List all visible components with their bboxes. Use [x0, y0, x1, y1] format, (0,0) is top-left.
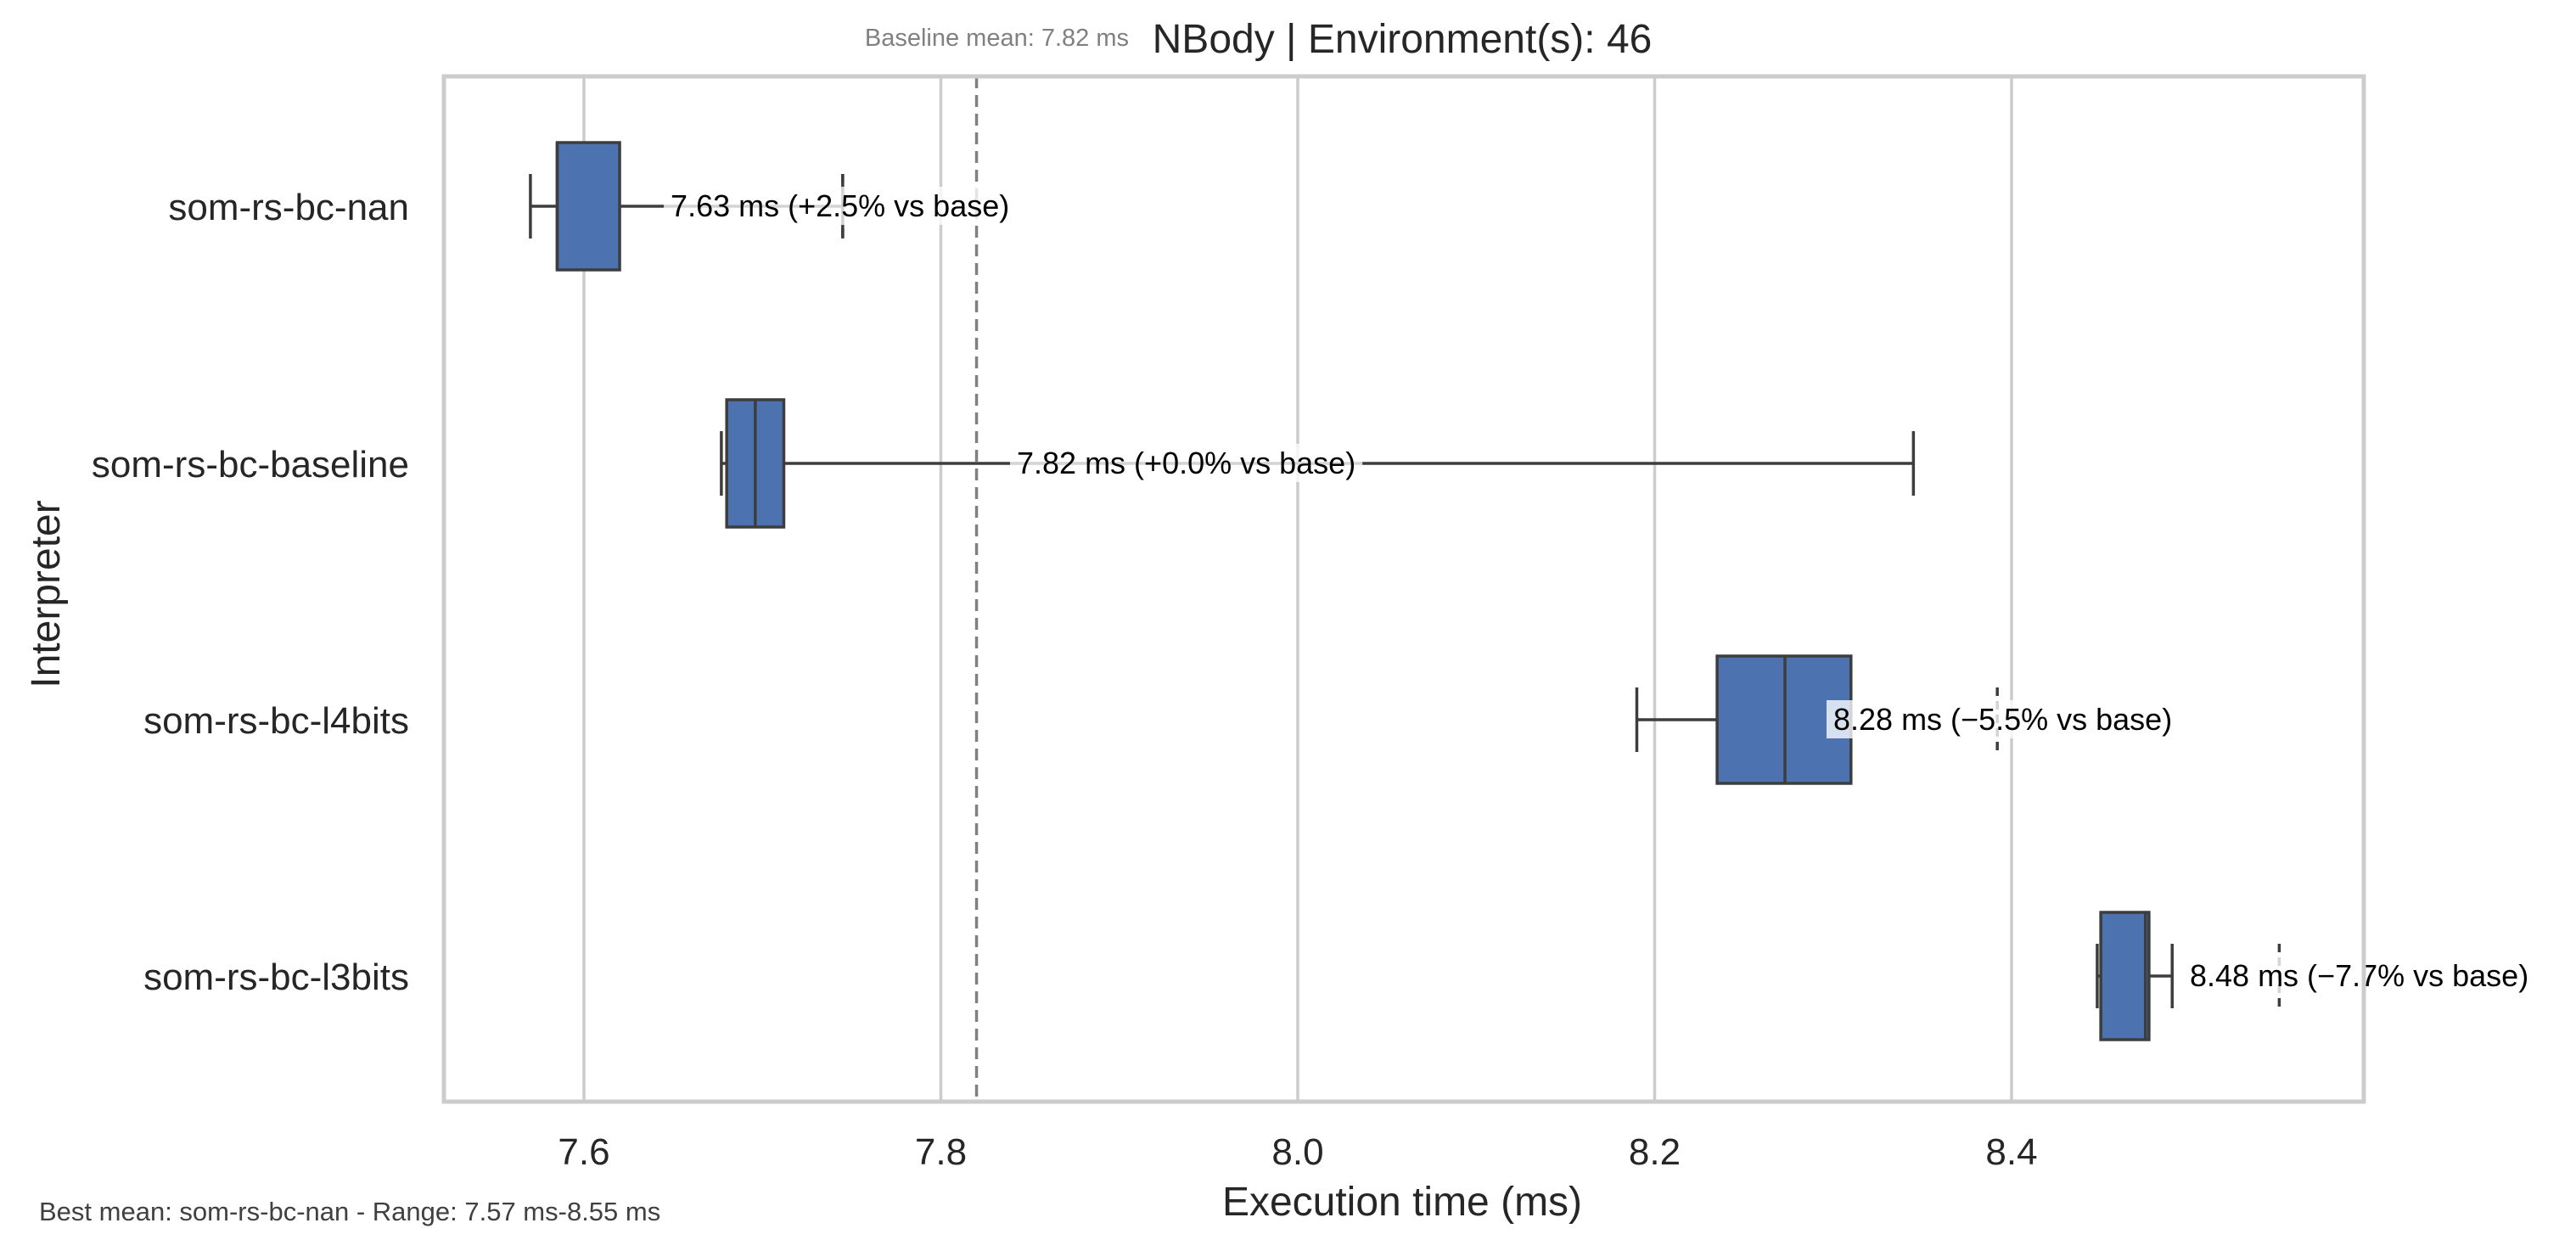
value-label: 7.63 ms (+2.5% vs base) [671, 188, 1009, 223]
value-label: 8.28 ms (−5.5% vs base) [1833, 702, 2172, 737]
boxes [529, 141, 2281, 1041]
box [2099, 911, 2151, 1041]
value-label: 8.48 ms (−7.7% vs base) [2190, 958, 2528, 993]
plot-frame [441, 74, 2366, 1104]
y-axis-label: Interpreter [24, 500, 69, 687]
x-tick-label: 8.2 [1629, 1131, 1681, 1173]
y-tick-label: som-rs-bc-nan [168, 187, 409, 228]
value-labels: 7.63 ms (+2.5% vs base) 7.82 ms (+0.0% vs… [664, 187, 2536, 995]
value-label-background [1010, 444, 1363, 482]
x-tick-label: 7.6 [558, 1131, 609, 1173]
value-label: 7.82 ms (+0.0% vs base) [1017, 446, 1355, 480]
value-label-background [1827, 700, 2180, 738]
y-tick-label: som-rs-bc-baseline [92, 444, 409, 485]
box-som-rs-bc-nan [529, 141, 845, 272]
y-tick-labels: som-rs-bc-nan som-rs-bc-baseline som-rs-bc… [92, 187, 409, 998]
footer-note: Best mean: som-rs-bc-nan - Range: 7.57 m… [39, 1197, 660, 1226]
x-tick-label: 8.4 [1985, 1131, 2037, 1173]
box-som-rs-bc-l3bits [2096, 911, 2281, 1041]
x-tick-labels: 7.6 7.8 8.0 8.2 8.4 [558, 1131, 2037, 1173]
baseline-note: Baseline mean: 7.82 ms [865, 25, 1129, 52]
value-label-background [2183, 956, 2536, 995]
grid-lines [582, 76, 2013, 1102]
x-tick-label: 7.8 [915, 1131, 967, 1173]
value-label-background [664, 187, 1017, 225]
y-tick-label: som-rs-bc-l3bits [143, 956, 409, 998]
chart-title: NBody | Environment(s): 46 [1153, 17, 1653, 62]
x-axis-label: Execution time (ms) [1222, 1180, 1582, 1225]
box [555, 141, 621, 272]
x-tick-label: 8.0 [1271, 1131, 1323, 1173]
y-tick-label: som-rs-bc-l4bits [143, 700, 409, 742]
